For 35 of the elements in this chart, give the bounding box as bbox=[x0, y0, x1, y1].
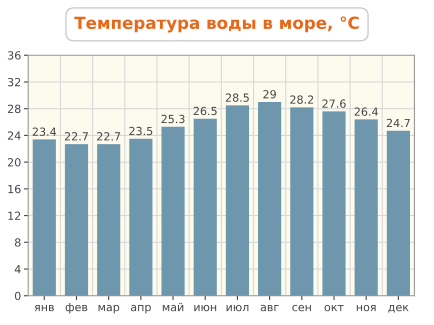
x-tick-label: дек bbox=[388, 304, 409, 313]
x-tick-label: окт bbox=[324, 304, 344, 312]
data-label: 28.2 bbox=[290, 95, 314, 104]
y-tick-label: 24 bbox=[8, 131, 21, 140]
data-label: 29 bbox=[263, 90, 276, 98]
data-label: 25.3 bbox=[162, 114, 185, 124]
data-label: 23.4 bbox=[32, 127, 56, 136]
data-label: 27.6 bbox=[322, 99, 346, 108]
data-label: 24.7 bbox=[386, 118, 410, 128]
y-tick-label: 20 bbox=[8, 158, 21, 167]
chart-title: Температура воды в море, °C bbox=[74, 16, 359, 32]
x-tick-label: июл bbox=[226, 304, 248, 312]
y-tick-label: 16 bbox=[8, 184, 21, 194]
y-tick-label: 4 bbox=[14, 265, 21, 274]
data-label: 26.4 bbox=[354, 107, 378, 116]
data-label: 28.5 bbox=[226, 93, 249, 102]
y-tick-label: 28 bbox=[8, 104, 21, 114]
x-tick-label: июн bbox=[194, 304, 216, 312]
data-label: 22.7 bbox=[97, 132, 120, 140]
x-tick-label: мар bbox=[98, 304, 120, 314]
x-tick-label: ноя bbox=[356, 304, 376, 312]
y-tick-label: 0 bbox=[14, 292, 21, 300]
x-tick-label: янв bbox=[34, 305, 54, 312]
y-tick-label: 32 bbox=[8, 78, 20, 86]
x-tick-label: сен bbox=[292, 304, 311, 312]
x-tick-label: авг bbox=[260, 304, 279, 312]
x-tick-label: фев bbox=[66, 303, 88, 314]
y-tick-label: 36 bbox=[8, 51, 21, 60]
x-tick-label: апр bbox=[130, 304, 151, 314]
data-label: 23.5 bbox=[129, 126, 152, 136]
x-tick-label: май bbox=[162, 302, 184, 312]
y-tick-label: 12 bbox=[8, 212, 20, 220]
data-label: 22.7 bbox=[64, 132, 88, 140]
y-tick-label: 8 bbox=[14, 238, 21, 247]
data-label: 26.5 bbox=[194, 106, 217, 116]
